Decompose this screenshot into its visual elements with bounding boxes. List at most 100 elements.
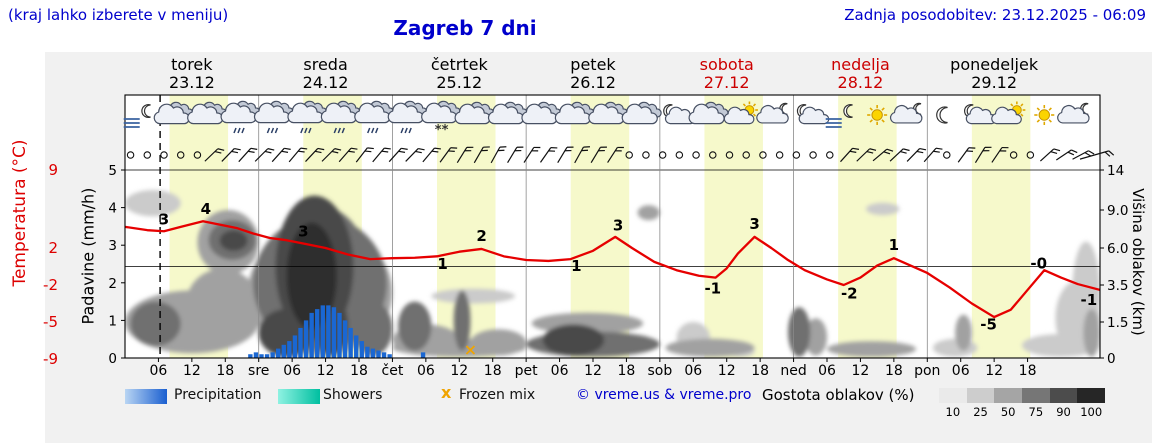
day-date: 23.12 — [169, 73, 215, 92]
wind-barb-icon — [338, 147, 358, 163]
temperature-line — [125, 220, 1100, 319]
svg-text:06: 06 — [952, 363, 970, 379]
svg-text:pet: pet — [515, 363, 539, 379]
svg-text:-2: -2 — [43, 276, 58, 294]
svg-text:3: 3 — [298, 223, 308, 241]
wind-barb-icon — [238, 147, 258, 163]
weather-icon-cloud-rain — [354, 100, 395, 134]
wind-calm-icon — [658, 151, 667, 159]
wind-barb-icon — [456, 146, 474, 163]
wind-barb-icon — [1055, 149, 1078, 161]
weather-icon-cloud-moon — [1057, 102, 1090, 124]
cloud-scale-number: 100 — [1080, 405, 1103, 419]
plot-frame — [124, 94, 1101, 359]
svg-text:2: 2 — [108, 276, 117, 292]
wind-calm-icon — [742, 151, 750, 159]
weather-icon-sun-cloud — [723, 101, 758, 125]
wind-calm-icon — [1026, 151, 1035, 159]
svg-text:-5: -5 — [43, 313, 58, 331]
wind-barb-icon — [872, 148, 894, 162]
wind-barb-icon — [204, 148, 225, 162]
day-name: ponedeljek — [950, 55, 1039, 74]
wind-barb-icon — [288, 147, 308, 163]
svg-text:3: 3 — [108, 238, 117, 254]
wind-barb-icon — [271, 147, 291, 163]
wind-calm-icon — [160, 151, 168, 159]
day-name: sreda — [303, 55, 347, 74]
precipitation-axis-title: Padavine (mm/h) — [78, 187, 98, 325]
day-date: 24.12 — [303, 73, 349, 92]
svg-text:9: 9 — [48, 161, 58, 179]
svg-text:pon: pon — [914, 363, 940, 379]
wind-barb-icon — [523, 146, 541, 163]
wind-barb-icon — [991, 146, 1009, 163]
cloud-cover-layer — [125, 190, 1100, 357]
reference-lines — [125, 95, 1100, 358]
svg-text:06: 06 — [684, 363, 702, 379]
day-date: 26.12 — [570, 73, 616, 92]
svg-text:-2: -2 — [841, 285, 858, 303]
wind-barb-icon — [856, 148, 877, 162]
cloud-scale-segment — [994, 388, 1023, 403]
svg-text:sob: sob — [647, 363, 672, 379]
legend-precipitation-label: Precipitation — [174, 387, 262, 403]
wind-symbols-row — [126, 146, 1115, 164]
wind-calm-icon — [826, 151, 834, 159]
day-name: petek — [570, 55, 616, 74]
wind-calm-icon — [126, 151, 135, 159]
wind-barb-icon — [507, 146, 524, 164]
svg-text:12: 12 — [852, 363, 870, 379]
wind-barb-icon — [490, 146, 507, 164]
cloud-scale-number: 75 — [1028, 405, 1044, 419]
svg-text:2: 2 — [48, 239, 58, 257]
svg-text:0: 0 — [1107, 351, 1116, 367]
svg-text:čet: čet — [382, 363, 404, 379]
wind-barb-icon — [473, 146, 490, 164]
weather-icon-sun-cloud — [991, 101, 1026, 125]
day-date: 27.12 — [704, 73, 750, 92]
svg-text:2: 2 — [476, 227, 486, 245]
cloud-scale-segment — [1022, 388, 1050, 403]
weather-icon-cloud — [688, 101, 729, 125]
wind-calm-icon — [642, 151, 650, 159]
svg-text:1: 1 — [437, 255, 447, 273]
wind-barb-icon — [321, 148, 342, 162]
weather-icon-cloud-moon — [889, 102, 923, 124]
wind-calm-icon — [193, 151, 202, 159]
weather-icon-sun — [1034, 105, 1055, 125]
svg-text:12: 12 — [317, 363, 335, 379]
weather-icon-cloud-snow: ** — [421, 100, 462, 138]
wind-calm-icon — [625, 151, 633, 159]
svg-text:1: 1 — [571, 257, 581, 275]
wind-barb-icon — [439, 147, 458, 163]
wind-barb-icon — [957, 147, 976, 163]
weather-icon-cloud-rain — [320, 100, 361, 134]
wind-calm-icon — [809, 151, 817, 159]
wind-barb-icon — [1079, 150, 1115, 160]
wind-barb-icon — [405, 147, 425, 162]
wind-calm-icon — [792, 151, 801, 159]
svg-text:-0: -0 — [1030, 254, 1047, 272]
wind-barb-icon — [557, 146, 574, 164]
svg-text:12: 12 — [718, 363, 736, 379]
svg-text:18: 18 — [484, 363, 502, 379]
svg-text:18: 18 — [1019, 363, 1037, 379]
cloud-density-scale — [939, 388, 1106, 403]
wind-calm-icon — [759, 151, 767, 159]
day-date: 29.12 — [971, 73, 1017, 92]
cloud-scale-segment — [1049, 388, 1078, 403]
weather-icon-moon-cloud — [964, 104, 997, 125]
showers-swatch — [278, 389, 320, 404]
svg-text:1: 1 — [108, 313, 117, 329]
wind-calm-icon — [1009, 151, 1018, 159]
svg-text:1.5: 1.5 — [1107, 315, 1128, 331]
svg-text:1: 1 — [889, 236, 899, 254]
day-date: 28.12 — [838, 73, 884, 92]
svg-text:**: ** — [435, 123, 449, 138]
svg-text:18: 18 — [350, 363, 368, 379]
copyright-link[interactable]: © vreme.us & vreme.pro — [576, 387, 752, 403]
svg-text:0: 0 — [108, 351, 117, 367]
wind-barb-icon — [254, 148, 275, 162]
